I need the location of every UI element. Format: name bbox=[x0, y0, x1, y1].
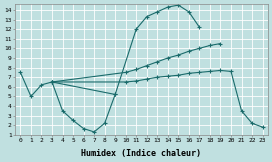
X-axis label: Humidex (Indice chaleur): Humidex (Indice chaleur) bbox=[82, 149, 202, 158]
